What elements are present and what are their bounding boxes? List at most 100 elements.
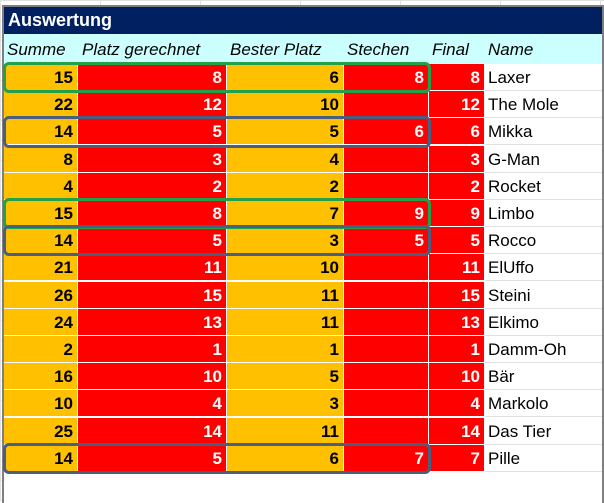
cell-stechen[interactable] xyxy=(344,308,429,336)
cell-final[interactable]: 2 xyxy=(429,172,485,200)
cell-final[interactable]: 12 xyxy=(429,91,485,119)
cell-summe[interactable]: 25 xyxy=(4,417,78,445)
table-title[interactable]: Auswertung xyxy=(4,7,602,34)
cell-bester[interactable]: 11 xyxy=(227,281,344,309)
cell-stechen[interactable] xyxy=(344,363,429,391)
cell-final[interactable]: 7 xyxy=(429,444,485,472)
cell-stechen[interactable] xyxy=(344,91,429,119)
cell-platz[interactable]: 5 xyxy=(78,227,227,255)
table-row: 14 5 5 6 6 Mikka xyxy=(4,118,602,146)
cell-summe[interactable]: 14 xyxy=(4,227,78,255)
column-header[interactable]: Platz gerechnet xyxy=(82,40,201,59)
cell-summe[interactable]: 26 xyxy=(4,281,78,309)
cell-platz[interactable]: 12 xyxy=(78,91,227,119)
cell-summe[interactable]: 10 xyxy=(4,390,78,418)
cell-bester[interactable]: 3 xyxy=(227,227,344,255)
cell-platz[interactable]: 3 xyxy=(78,145,227,173)
cell-final[interactable]: 14 xyxy=(429,417,485,445)
cell-final[interactable]: 9 xyxy=(429,200,485,227)
column-header[interactable]: Name xyxy=(488,40,534,59)
cell-platz[interactable]: 2 xyxy=(78,172,227,200)
cell-name[interactable]: Limbo xyxy=(485,200,602,227)
cell-summe[interactable]: 21 xyxy=(4,254,78,282)
cell-platz[interactable]: 8 xyxy=(78,200,227,227)
cell-stechen[interactable] xyxy=(344,145,429,173)
cell-summe[interactable]: 14 xyxy=(4,118,78,146)
cell-stechen[interactable] xyxy=(344,254,429,282)
cell-name[interactable]: Steini xyxy=(485,282,602,309)
table-row: 10 4 3 4 Markolo xyxy=(4,390,602,418)
cell-final[interactable]: 13 xyxy=(429,308,485,336)
cell-platz[interactable]: 4 xyxy=(78,390,227,418)
cell-bester[interactable]: 4 xyxy=(227,145,344,173)
cell-name[interactable]: Rocco xyxy=(485,227,602,255)
cell-name[interactable]: Das Tier xyxy=(485,418,602,445)
cell-platz[interactable]: 8 xyxy=(78,64,227,91)
cell-final[interactable]: 4 xyxy=(429,390,485,418)
column-header[interactable]: Stechen xyxy=(347,40,410,59)
cell-bester[interactable]: 11 xyxy=(227,417,344,445)
cell-bester[interactable]: 10 xyxy=(227,91,344,119)
cell-bester[interactable]: 2 xyxy=(227,172,344,200)
cell-name[interactable]: Bär xyxy=(485,363,602,391)
cell-bester[interactable]: 10 xyxy=(227,254,344,282)
column-header[interactable]: Bester Platz xyxy=(230,40,322,59)
cell-stechen[interactable] xyxy=(344,417,429,445)
cell-stechen[interactable]: 5 xyxy=(344,227,429,255)
cell-final[interactable]: 15 xyxy=(429,281,485,309)
cell-bester[interactable]: 5 xyxy=(227,118,344,146)
cell-stechen[interactable]: 8 xyxy=(344,64,429,91)
cell-name[interactable]: Mikka xyxy=(485,118,602,146)
cell-final[interactable]: 11 xyxy=(429,254,485,282)
cell-stechen[interactable] xyxy=(344,172,429,200)
cell-name[interactable]: Elkimo xyxy=(485,309,602,336)
cell-bester[interactable]: 11 xyxy=(227,308,344,336)
cell-summe[interactable]: 2 xyxy=(4,336,78,363)
cell-stechen[interactable]: 7 xyxy=(344,444,429,472)
cell-summe[interactable]: 8 xyxy=(4,145,78,173)
cell-name[interactable]: Laxer xyxy=(485,64,602,91)
cell-stechen[interactable]: 6 xyxy=(344,118,429,146)
cell-bester[interactable]: 6 xyxy=(227,444,344,472)
cell-name[interactable]: Damm-Oh xyxy=(485,336,602,363)
cell-name[interactable]: The Mole xyxy=(485,91,602,119)
cell-summe[interactable]: 22 xyxy=(4,91,78,119)
cell-final[interactable]: 3 xyxy=(429,145,485,173)
cell-platz[interactable]: 13 xyxy=(78,308,227,336)
cell-summe[interactable]: 15 xyxy=(4,200,78,227)
cell-summe[interactable]: 16 xyxy=(4,363,78,391)
cell-bester[interactable]: 3 xyxy=(227,390,344,418)
cell-name[interactable]: Pille xyxy=(485,445,602,472)
cell-stechen[interactable] xyxy=(344,336,429,363)
cell-bester[interactable]: 5 xyxy=(227,363,344,391)
cell-final[interactable]: 8 xyxy=(429,64,485,91)
cell-platz[interactable]: 11 xyxy=(78,254,227,282)
cell-platz[interactable]: 1 xyxy=(78,336,227,363)
cell-name[interactable]: Markolo xyxy=(485,390,602,418)
cell-summe[interactable]: 4 xyxy=(4,172,78,200)
cell-final[interactable]: 1 xyxy=(429,336,485,363)
cell-stechen[interactable]: 9 xyxy=(344,200,429,227)
cell-name[interactable]: G-Man xyxy=(485,146,602,173)
cell-bester[interactable]: 1 xyxy=(227,336,344,363)
cell-stechen[interactable] xyxy=(344,281,429,309)
cell-platz[interactable]: 5 xyxy=(78,118,227,146)
cell-bester[interactable]: 7 xyxy=(227,200,344,227)
cell-platz[interactable]: 14 xyxy=(78,417,227,445)
cell-final[interactable]: 5 xyxy=(429,227,485,255)
cell-final[interactable]: 10 xyxy=(429,363,485,391)
cell-summe[interactable]: 15 xyxy=(4,64,78,91)
cell-platz[interactable]: 15 xyxy=(78,281,227,309)
cell-name[interactable]: ElUffo xyxy=(485,254,602,282)
table-row: 8 3 4 3 G-Man xyxy=(4,145,602,173)
cell-platz[interactable]: 5 xyxy=(78,444,227,472)
cell-bester[interactable]: 6 xyxy=(227,64,344,91)
cell-final[interactable]: 6 xyxy=(429,118,485,146)
cell-summe[interactable]: 14 xyxy=(4,444,78,472)
column-header[interactable]: Summe xyxy=(7,40,66,59)
cell-name[interactable]: Rocket xyxy=(485,173,602,200)
cell-summe[interactable]: 24 xyxy=(4,308,78,336)
column-header[interactable]: Final xyxy=(432,40,469,59)
cell-stechen[interactable] xyxy=(344,390,429,418)
cell-platz[interactable]: 10 xyxy=(78,363,227,391)
